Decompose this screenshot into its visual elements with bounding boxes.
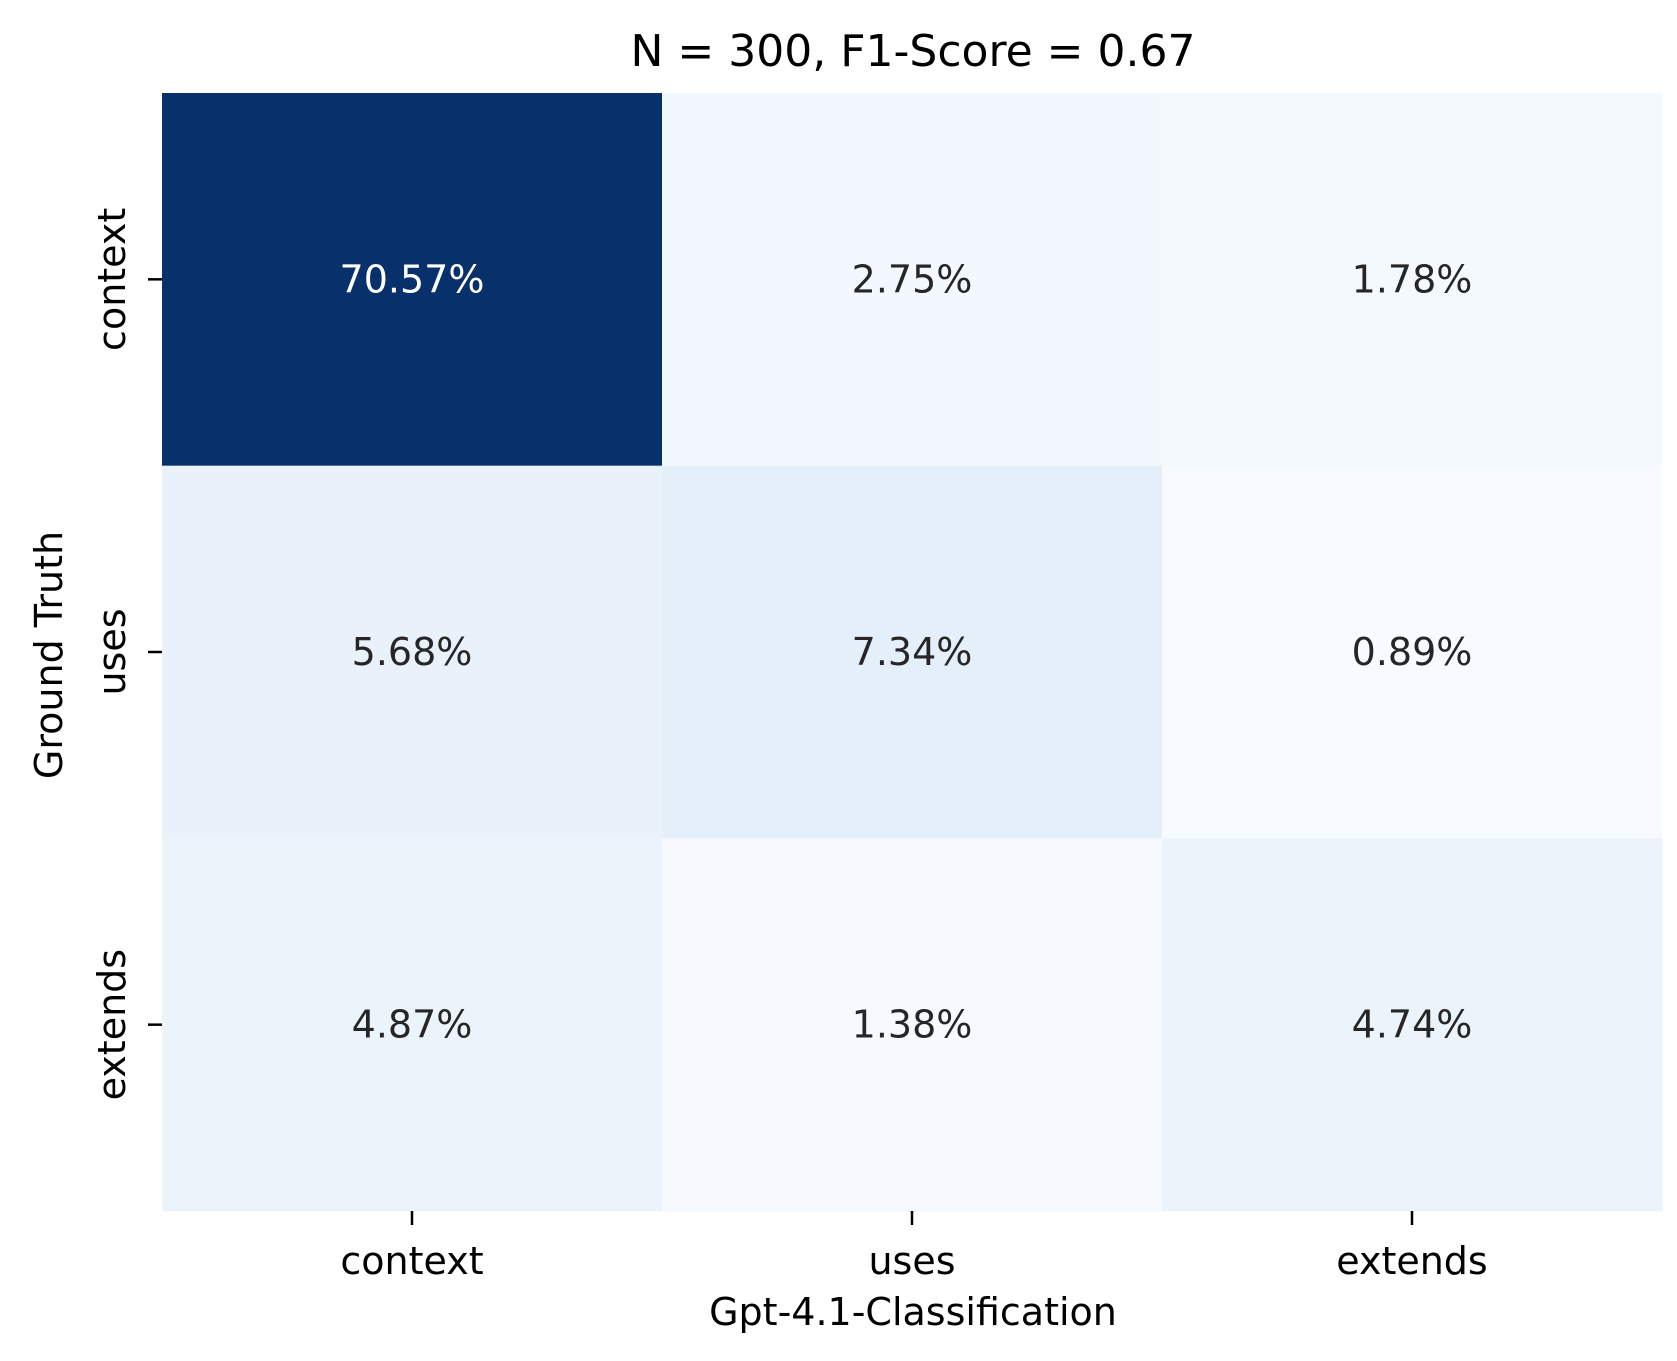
heatmap-cell-r1-c2 (1162, 465, 1663, 839)
cell-value-label-r2-c2: 4.74% (1352, 1003, 1473, 1047)
cell-value-label-r2-c1: 1.38% (852, 1003, 973, 1047)
x-tick-label-extends: extends (1336, 1239, 1487, 1283)
heatmap-cell-r0-c1 (662, 93, 1163, 467)
chart-title: N = 300, F1-Score = 0.67 (631, 26, 1196, 77)
y-tick-label-uses: uses (90, 608, 134, 695)
x-tick-label-context: context (340, 1239, 483, 1283)
x-axis-label: Gpt-4.1-Classification (709, 1290, 1117, 1334)
heatmap-cell-r0-c0 (162, 93, 663, 467)
cell-value-label-r1-c1: 7.34% (852, 630, 973, 674)
cell-value-label-r0-c2: 1.78% (1352, 257, 1473, 301)
cell-value-label-r2-c0: 4.87% (352, 1003, 473, 1047)
heatmap-cell-r2-c0 (162, 838, 663, 1212)
x-tick-label-uses: uses (868, 1239, 955, 1283)
heatmap-cell-labels: 70.57% 2.75% 1.78% 5.68% 7.34% 0.89% 4.87% 1.38… (340, 257, 1473, 1046)
x-axis-ticks: context uses extends (340, 1211, 1488, 1283)
heatmap-cells (162, 93, 1663, 1212)
heatmap-cell-r0-c2 (1162, 93, 1663, 467)
y-axis-label: Ground Truth (27, 531, 71, 779)
cell-value-label-r0-c0: 70.57% (340, 257, 485, 301)
y-tick-label-extends: extends (90, 949, 134, 1100)
cell-value-label-r1-c0: 5.68% (352, 630, 473, 674)
cell-value-label-r0-c1: 2.75% (852, 257, 973, 301)
heatmap-cell-r1-c0 (162, 465, 663, 839)
cell-value-label-r1-c2: 0.89% (1352, 630, 1473, 674)
y-tick-label-context: context (90, 208, 134, 351)
heatmap-cell-r1-c1 (662, 465, 1163, 839)
heatmap-cell-r2-c2 (1162, 838, 1663, 1212)
heatmap-cell-r2-c1 (662, 838, 1163, 1212)
y-axis-ticks: context uses extends (90, 208, 162, 1100)
